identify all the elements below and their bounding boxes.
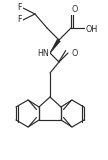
Text: O: O [72, 5, 78, 14]
Text: F: F [17, 4, 22, 12]
Text: OH: OH [86, 24, 98, 33]
Text: F: F [17, 16, 22, 24]
Text: O: O [71, 48, 78, 57]
Text: HN: HN [37, 49, 49, 59]
Polygon shape [50, 39, 61, 53]
